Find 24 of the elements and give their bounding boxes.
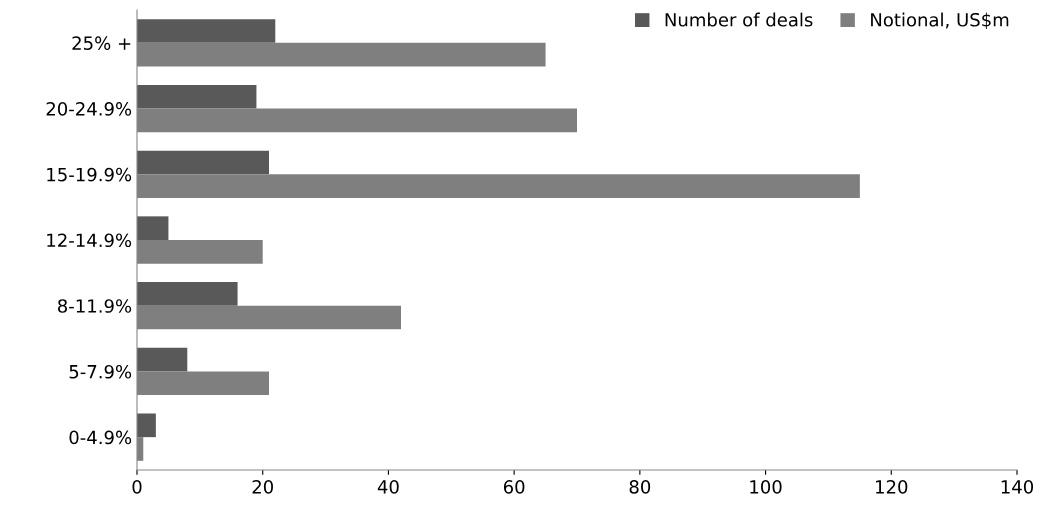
y-tick-label: 8-11.9% [58,299,132,313]
bar [137,84,257,109]
y-tick-label: 5-7.9% [69,364,132,379]
bar [137,413,156,438]
x-tick-label: 60 [503,480,525,494]
x-tick-label: 120 [876,480,908,494]
x-tick-label: 20 [252,480,273,494]
y-tick-label: 15-19.9% [47,167,132,182]
y-tick-label: 12-14.9% [47,233,132,248]
bar [137,150,269,175]
x-tick-label: 80 [629,480,651,494]
x-tick-label: 0 [132,480,142,494]
legend-label: Number of deals [665,12,813,27]
x-tick-label: 40 [377,480,399,494]
y-tick-label: 25% + [72,36,131,50]
x-tick-label: 140 [1001,480,1034,494]
y-tick-label: 0-4.9% [69,430,132,445]
bar [137,19,276,43]
x-tick-label: 100 [750,480,782,494]
y-tick-label: 20-24.9% [46,102,132,116]
bar [137,347,188,372]
bar [137,216,169,240]
bar [137,282,238,306]
legend-label: Notional, US$m [871,12,1009,29]
